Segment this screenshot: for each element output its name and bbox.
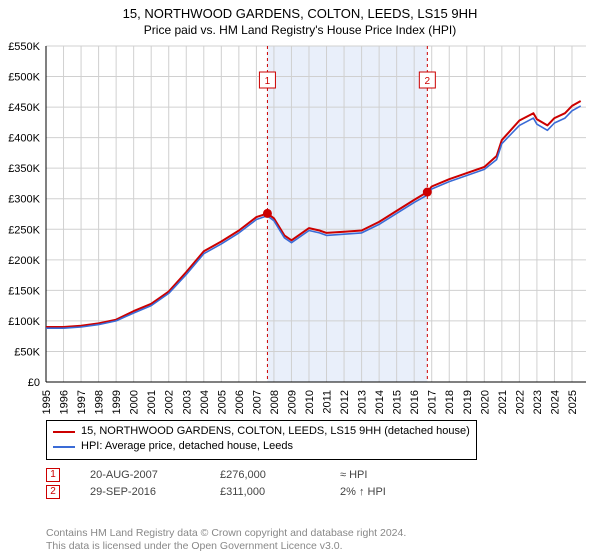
svg-text:2010: 2010 <box>304 390 316 414</box>
svg-text:£100K: £100K <box>8 316 40 328</box>
subtitle: Price paid vs. HM Land Registry's House … <box>0 23 600 37</box>
svg-text:£400K: £400K <box>8 133 40 145</box>
svg-text:1999: 1999 <box>111 390 123 414</box>
page-title: 15, NORTHWOOD GARDENS, COLTON, LEEDS, LS… <box>0 0 600 23</box>
svg-text:2016: 2016 <box>409 390 421 414</box>
sale-price: £276,000 <box>220 469 310 481</box>
svg-text:2006: 2006 <box>234 390 246 414</box>
legend-and-sales: 15, NORTHWOOD GARDENS, COLTON, LEEDS, LS… <box>46 420 586 502</box>
svg-text:2001: 2001 <box>146 390 158 414</box>
svg-text:1996: 1996 <box>59 390 71 414</box>
svg-text:2020: 2020 <box>479 390 491 414</box>
svg-text:2019: 2019 <box>462 390 474 414</box>
svg-text:1: 1 <box>265 76 271 87</box>
sale-date: 20-AUG-2007 <box>90 469 190 481</box>
svg-text:£450K: £450K <box>8 102 40 114</box>
svg-text:1997: 1997 <box>76 390 88 414</box>
svg-text:2011: 2011 <box>322 390 334 414</box>
svg-text:2013: 2013 <box>357 390 369 414</box>
svg-text:2002: 2002 <box>164 390 176 414</box>
svg-text:£550K: £550K <box>8 41 40 53</box>
legend-label: HPI: Average price, detached house, Leed… <box>81 439 293 454</box>
sale-row: 1 20-AUG-2007 £276,000 ≈ HPI <box>46 468 586 482</box>
sale-marker-icon: 1 <box>46 468 60 482</box>
line-chart: £0£50K£100K£150K£200K£250K£300K£350K£400… <box>46 46 586 382</box>
svg-text:2021: 2021 <box>497 390 509 414</box>
legend-row: 15, NORTHWOOD GARDENS, COLTON, LEEDS, LS… <box>53 424 470 439</box>
footer-line2: This data is licensed under the Open Gov… <box>46 540 406 554</box>
sale-delta: ≈ HPI <box>340 469 367 481</box>
svg-text:2024: 2024 <box>549 390 561 414</box>
svg-text:2009: 2009 <box>286 390 298 414</box>
footer-line1: Contains HM Land Registry data © Crown c… <box>46 527 406 541</box>
svg-text:£350K: £350K <box>8 163 40 175</box>
legend-swatch <box>53 446 75 448</box>
legend-label: 15, NORTHWOOD GARDENS, COLTON, LEEDS, LS… <box>81 424 470 439</box>
svg-text:2015: 2015 <box>392 390 404 414</box>
svg-text:2005: 2005 <box>216 390 228 414</box>
svg-text:1995: 1995 <box>41 390 53 414</box>
sale-date: 29-SEP-2016 <box>90 486 190 498</box>
chart-container: 15, NORTHWOOD GARDENS, COLTON, LEEDS, LS… <box>0 0 600 560</box>
sales-box: 1 20-AUG-2007 £276,000 ≈ HPI 2 29-SEP-2016 £31… <box>46 468 586 499</box>
svg-text:1998: 1998 <box>94 390 106 414</box>
svg-text:2003: 2003 <box>181 390 193 414</box>
svg-text:2000: 2000 <box>129 390 141 414</box>
svg-text:2012: 2012 <box>339 390 351 414</box>
sale-marker-icon: 2 <box>46 485 60 499</box>
plot-svg: £0£50K£100K£150K£200K£250K£300K£350K£400… <box>46 46 586 382</box>
svg-text:2014: 2014 <box>374 390 386 414</box>
footer-attribution: Contains HM Land Registry data © Crown c… <box>46 527 406 554</box>
svg-text:2008: 2008 <box>269 390 281 414</box>
sale-row: 2 29-SEP-2016 £311,000 2% ↑ HPI <box>46 485 586 499</box>
svg-text:2018: 2018 <box>444 390 456 414</box>
svg-text:2023: 2023 <box>532 390 544 414</box>
legend-row: HPI: Average price, detached house, Leed… <box>53 439 470 454</box>
svg-text:2007: 2007 <box>251 390 263 414</box>
svg-text:£0: £0 <box>28 377 40 389</box>
svg-text:2: 2 <box>425 76 431 87</box>
svg-text:£500K: £500K <box>8 72 40 84</box>
sale-delta: 2% ↑ HPI <box>340 486 386 498</box>
svg-text:2025: 2025 <box>567 390 579 414</box>
legend-box: 15, NORTHWOOD GARDENS, COLTON, LEEDS, LS… <box>46 420 477 460</box>
svg-text:2004: 2004 <box>199 390 211 414</box>
legend-swatch <box>53 431 75 433</box>
svg-text:2022: 2022 <box>514 390 526 414</box>
svg-text:£50K: £50K <box>14 346 40 358</box>
svg-text:£300K: £300K <box>8 194 40 206</box>
svg-text:£150K: £150K <box>8 285 40 297</box>
svg-text:2017: 2017 <box>427 390 439 414</box>
svg-text:£200K: £200K <box>8 255 40 267</box>
svg-text:£250K: £250K <box>8 224 40 236</box>
sale-price: £311,000 <box>220 486 310 498</box>
